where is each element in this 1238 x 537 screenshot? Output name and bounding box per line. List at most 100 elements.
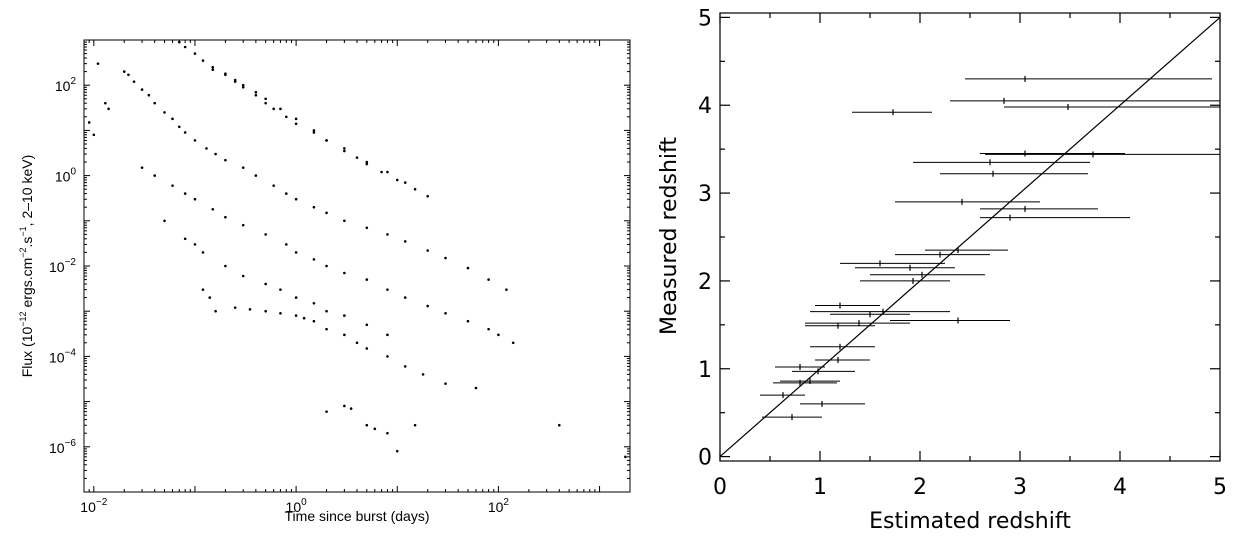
redshift-data-point (913, 159, 1090, 166)
flux-data-point (466, 266, 470, 270)
flux-data-point (211, 68, 215, 72)
flux-data-point (193, 197, 197, 201)
flux-data-point (421, 373, 425, 376)
flux-data-point (343, 404, 346, 408)
flux-data-point (177, 40, 181, 44)
flux-data-point (284, 192, 288, 195)
flux-data-point (264, 282, 267, 286)
left-y-tick-label: 102 (55, 76, 77, 94)
flux-data-point (426, 249, 430, 252)
right-x-tick-label: 5 (1213, 475, 1227, 500)
flux-data-point (294, 117, 298, 121)
redshift-data-point (890, 317, 1010, 324)
flux-data-point (163, 111, 166, 114)
left-x-tick-labels: 10−2 100 102 (80, 497, 509, 515)
redshift-data-point (830, 311, 910, 318)
redshift-data-point (852, 109, 932, 116)
redshift-data-point (860, 277, 950, 284)
flux-data-point (444, 256, 447, 260)
redshift-data-point (965, 75, 1212, 82)
left-y-axis-title: Flux (10−12 ergs.cm−2.s−1, 2–10 keV) (18, 155, 35, 378)
right-x-axis-title: Estimated redshift (869, 509, 1071, 534)
flux-data-point (193, 52, 197, 55)
flux-data-point (208, 296, 212, 299)
right-x-tick-label: 1 (813, 475, 827, 500)
redshift-data-point (780, 378, 840, 385)
flux-data-point (241, 85, 245, 89)
flux-data-point (211, 65, 215, 69)
flux-data-point (312, 129, 316, 132)
flux-data-point (241, 83, 245, 87)
flux-data-point (312, 258, 316, 261)
flux-data-point (153, 174, 157, 177)
flux-data-point (343, 333, 346, 337)
flux-data-point (444, 382, 447, 385)
flux-data-point (365, 323, 369, 327)
flux-data-point (140, 166, 144, 169)
flux-data-point (163, 219, 166, 223)
flux-data-point (214, 309, 217, 313)
right-y-tick-label: 3 (698, 182, 712, 207)
flux-data-point (365, 278, 369, 281)
flux-data-point (365, 423, 369, 427)
left-y-tick-label: 10−6 (49, 438, 76, 456)
right-y-tick-label: 2 (698, 270, 712, 295)
flux-data-point (254, 93, 258, 97)
flux-data-point (201, 251, 205, 254)
flux-data-point (104, 101, 107, 105)
flux-data-point (264, 233, 267, 236)
flux-data-point (373, 427, 377, 431)
flux-data-point (254, 174, 258, 177)
right-y-tick-label: 5 (698, 6, 712, 31)
flux-data-point (466, 319, 470, 323)
flux-data-point (325, 211, 328, 215)
flux-data-point (386, 355, 389, 358)
flux-data-point (294, 314, 298, 317)
flux-data-point (511, 341, 515, 345)
redshift-data-point (805, 320, 910, 327)
flux-data-point (87, 121, 91, 124)
flux-data-point (624, 455, 627, 459)
flux-data-point (343, 149, 346, 153)
left-data-points (87, 40, 627, 459)
redshift-data-point (815, 302, 880, 309)
flux-data-point (241, 166, 245, 169)
flux-data-point (365, 160, 369, 164)
flux-data-point (355, 156, 359, 159)
flux-data-point (505, 288, 508, 291)
flux-data-point (312, 319, 316, 323)
flux-data-point (365, 226, 369, 230)
flux-data-point (325, 139, 328, 142)
redshift-data-point (895, 198, 1040, 205)
right-x-tick-label: 2 (913, 475, 927, 500)
flux-data-point (92, 133, 96, 137)
flux-data-point (355, 341, 359, 345)
flux-data-point (183, 192, 187, 195)
flux-data-point (413, 423, 417, 427)
left-x-tick-label: 102 (488, 497, 510, 515)
redshift-data-point (985, 151, 1220, 158)
right-data-points (760, 75, 1220, 421)
flux-data-point (264, 97, 267, 101)
flux-data-point (177, 125, 181, 129)
flux-data-point (497, 333, 500, 337)
flux-data-point (224, 215, 227, 219)
redshift-data-point (980, 205, 1098, 212)
right-x-tick-label: 0 (713, 475, 727, 500)
flux-data-point (264, 309, 267, 313)
flux-data-point (248, 308, 252, 311)
flux-data-point (224, 158, 227, 162)
flux-data-point (302, 316, 306, 320)
flux-data-point (183, 131, 187, 134)
flux-data-point (403, 181, 407, 184)
left-y-tick-labels: 10−6 10−4 10−2 100 102 (49, 76, 76, 456)
flux-data-point (386, 170, 389, 174)
flux-data-point (312, 205, 316, 209)
redshift-data-point (800, 400, 865, 407)
flux-data-point (386, 233, 389, 236)
flux-data-point (294, 122, 298, 126)
left-y-tick-label: 10−4 (49, 347, 76, 365)
left-x-tick-label: 100 (286, 497, 308, 515)
redshift-data-point (815, 356, 870, 363)
